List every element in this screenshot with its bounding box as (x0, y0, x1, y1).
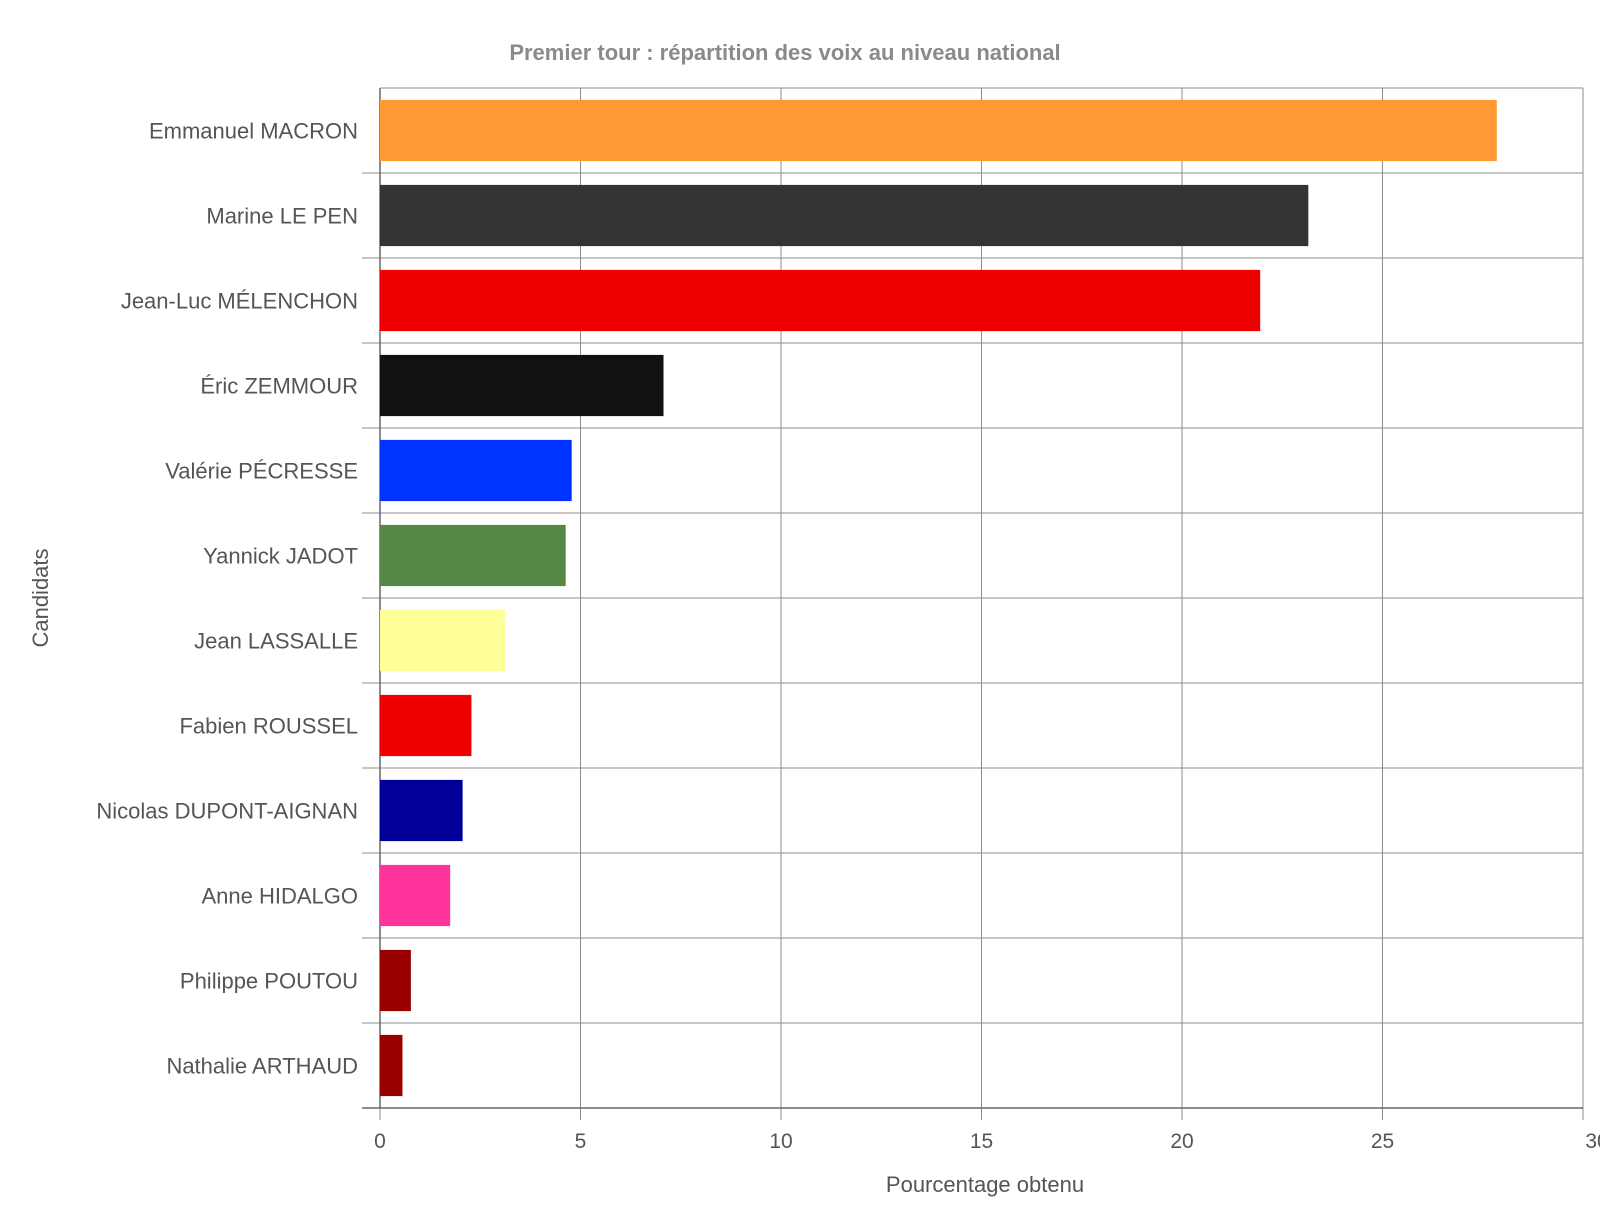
x-tick-label: 30 (1585, 1130, 1600, 1153)
bar (380, 99, 1497, 162)
category-label: Philippe POUTOU (180, 969, 358, 994)
bar (380, 524, 566, 587)
x-tick-label: 25 (1371, 1130, 1394, 1153)
bar (380, 269, 1261, 332)
category-label: Anne HIDALGO (201, 884, 358, 909)
grid-lines (362, 87, 1584, 1120)
bar (380, 864, 451, 927)
category-label: Marine LE PEN (206, 204, 358, 229)
bar (380, 949, 411, 1012)
category-label: Jean LASSALLE (194, 629, 358, 654)
bar (380, 354, 664, 417)
category-label: Emmanuel MACRON (149, 119, 358, 144)
category-label: Yannick JADOT (203, 544, 358, 569)
bar (380, 184, 1309, 247)
bar (380, 1034, 403, 1097)
category-label: Fabien ROUSSEL (179, 714, 358, 739)
category-label: Nicolas DUPONT-AIGNAN (96, 799, 358, 824)
x-axis-title: Pourcentage obtenu (886, 1172, 1084, 1197)
chart-title: Premier tour : répartition des voix au n… (509, 40, 1060, 65)
x-tick-label: 0 (374, 1130, 386, 1153)
category-label: Valérie PÉCRESSE (165, 459, 358, 484)
category-labels: Emmanuel MACRON Marine LE PEN Jean-Luc MÉL… (96, 119, 358, 1079)
category-label: Éric ZEMMOUR (200, 374, 358, 399)
x-tick-label: 20 (1170, 1130, 1193, 1153)
bar (380, 779, 463, 842)
x-tick-label: 15 (970, 1130, 993, 1153)
x-tick-labels: 0 5 10 15 20 25 30 (374, 1130, 1600, 1153)
x-tick-label: 10 (769, 1130, 792, 1153)
y-axis-title: Candidats (28, 548, 53, 647)
bar (380, 609, 506, 672)
category-label: Nathalie ARTHAUD (166, 1054, 358, 1079)
bars (380, 99, 1497, 1097)
category-label: Jean-Luc MÉLENCHON (121, 289, 358, 314)
bar (380, 439, 572, 502)
x-tick-label: 5 (575, 1130, 587, 1153)
bar (380, 694, 472, 757)
